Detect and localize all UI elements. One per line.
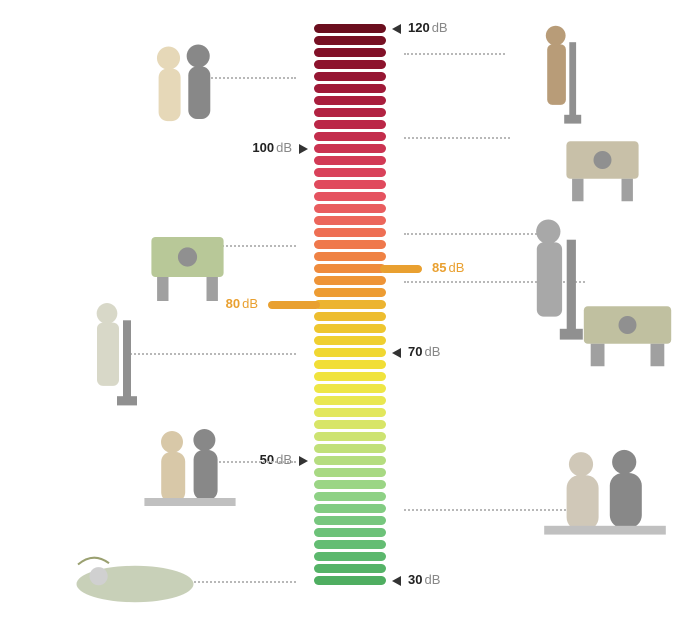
scale-bar xyxy=(314,564,386,573)
scale-bar xyxy=(314,156,386,165)
scale-bar xyxy=(314,216,386,225)
scale-bar xyxy=(314,504,386,513)
db-value: 100 xyxy=(252,140,274,155)
disco-dancers-illustration xyxy=(130,35,240,140)
db-label: 100dB xyxy=(252,140,292,155)
scale-bar xyxy=(314,432,386,441)
scale-bar xyxy=(314,300,386,309)
scale-bar xyxy=(314,408,386,417)
scale-bar xyxy=(314,348,386,357)
scale-bar xyxy=(314,384,386,393)
lathe-illustration xyxy=(570,295,685,370)
scale-bar xyxy=(314,372,386,381)
db-label: 50dB xyxy=(260,452,292,467)
scale-bar xyxy=(314,84,386,93)
label-arrow xyxy=(299,144,308,154)
scale-bar xyxy=(314,480,386,489)
sleeping-illustration xyxy=(70,545,200,610)
db-label: 70dB xyxy=(408,344,440,359)
label-arrow xyxy=(392,576,401,586)
scale-bar xyxy=(314,48,386,57)
scale-bar xyxy=(314,288,386,297)
db-unit: dB xyxy=(432,20,448,35)
scale-bar xyxy=(314,204,386,213)
scale-bar xyxy=(314,360,386,369)
scale-bar xyxy=(314,132,386,141)
scale-bar xyxy=(314,420,386,429)
scale-bar xyxy=(314,468,386,477)
db-value: 50 xyxy=(260,452,274,467)
scale-bar xyxy=(314,60,386,69)
scale-bar xyxy=(314,336,386,345)
threshold-marker xyxy=(268,301,320,309)
scale-bar xyxy=(314,312,386,321)
scale-bar xyxy=(314,552,386,561)
db-label: 85dB xyxy=(432,260,464,275)
db-value: 120 xyxy=(408,20,430,35)
label-arrow xyxy=(392,348,401,358)
scale-bar xyxy=(314,180,386,189)
db-label: 30dB xyxy=(408,572,440,587)
connector-line xyxy=(404,137,510,139)
db-unit: dB xyxy=(424,572,440,587)
scale-bar xyxy=(314,444,386,453)
cafe-chat-illustration xyxy=(130,420,250,520)
scale-bar xyxy=(314,24,386,33)
db-value: 70 xyxy=(408,344,422,359)
scale-bar xyxy=(314,144,386,153)
scale-bar xyxy=(314,120,386,129)
db-unit: dB xyxy=(448,260,464,275)
scale-bar xyxy=(314,36,386,45)
db-unit: dB xyxy=(424,344,440,359)
table-saw-illustration xyxy=(555,130,650,205)
scale-bar xyxy=(314,276,386,285)
scale-bar xyxy=(314,576,386,585)
label-arrow xyxy=(392,24,401,34)
lawn-mower-illustration xyxy=(140,225,235,305)
db-value: 30 xyxy=(408,572,422,587)
scale-bar xyxy=(314,516,386,525)
scale-bar xyxy=(314,540,386,549)
db-value: 85 xyxy=(432,260,446,275)
scale-bar xyxy=(314,168,386,177)
scale-bar xyxy=(314,252,386,261)
scale-bar xyxy=(314,396,386,405)
db-unit: dB xyxy=(242,296,258,311)
db-label: 120dB xyxy=(408,20,448,35)
threshold-marker xyxy=(380,265,422,273)
scale-bar xyxy=(314,528,386,537)
scale-bar xyxy=(314,108,386,117)
scale-bar xyxy=(314,264,386,273)
scale-bar xyxy=(314,72,386,81)
scale-bar xyxy=(314,492,386,501)
vacuum-illustration xyxy=(65,295,165,410)
scale-bar xyxy=(314,192,386,201)
db-unit: dB xyxy=(276,452,292,467)
jackhammer-illustration xyxy=(520,18,605,128)
scale-bar xyxy=(314,456,386,465)
scale-bar xyxy=(314,228,386,237)
scale-bar xyxy=(314,324,386,333)
db-unit: dB xyxy=(276,140,292,155)
decibel-scale xyxy=(314,24,386,585)
scale-bar xyxy=(314,240,386,249)
label-arrow xyxy=(299,456,308,466)
connector-line xyxy=(404,53,505,55)
scale-bar xyxy=(314,96,386,105)
office-illustration xyxy=(525,440,685,550)
